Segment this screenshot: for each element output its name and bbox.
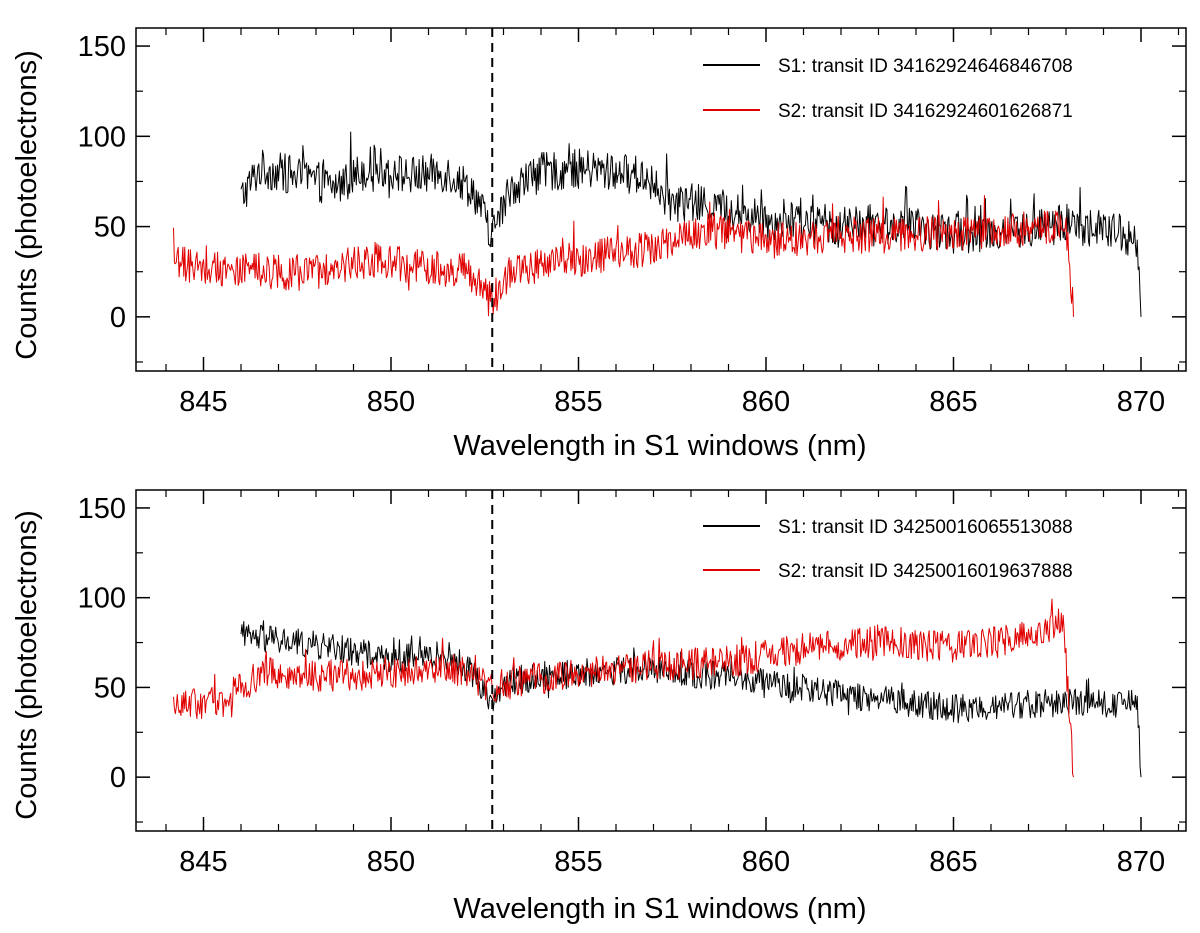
top-legend-s1-label: S1: transit ID 34162924646846708 — [778, 56, 1073, 77]
x-tick-label: 855 — [554, 386, 602, 418]
bottom-legend-s2-label: S2: transit ID 34250016019637888 — [778, 561, 1073, 582]
bottom-legend: S1: transit ID 34250016065513088 S2: tra… — [703, 517, 1073, 582]
plot-frame — [135, 489, 1187, 832]
y-tick-label: 0 — [110, 762, 126, 794]
x-tick-label: 845 — [179, 846, 227, 878]
y-tick-label: 150 — [78, 31, 126, 63]
top-x-axis-title: Wavelength in S1 windows (nm) — [453, 430, 866, 462]
x-tick-label: 865 — [929, 846, 977, 878]
x-tick-label: 865 — [929, 386, 977, 418]
y-tick-label: 150 — [78, 493, 126, 525]
bottom-y-axis-title: Counts (photoelectrons) — [11, 510, 43, 820]
x-tick-label: 860 — [742, 386, 790, 418]
y-tick-label: 100 — [78, 121, 126, 153]
y-tick-label: 50 — [94, 212, 126, 244]
bottom-legend-s1-label: S1: transit ID 34250016065513088 — [778, 517, 1073, 538]
bottom-x-axis-title: Wavelength in S1 windows (nm) — [453, 893, 866, 925]
top-legend-s2-label: S2: transit ID 34162924601626871 — [778, 101, 1073, 122]
plot-frame — [135, 27, 1187, 372]
x-tick-label: 870 — [1117, 846, 1165, 878]
top-y-axis-title: Counts (photoelectrons) — [11, 50, 43, 360]
x-tick-label: 850 — [367, 386, 415, 418]
top-spectrum-panel: Counts (photoelectrons) Wavelength in S1… — [11, 27, 1187, 462]
series-s2-line — [173, 598, 1074, 778]
y-tick-label: 100 — [78, 583, 126, 615]
x-tick-label: 850 — [367, 846, 415, 878]
x-tick-label: 860 — [742, 846, 790, 878]
series-s1-line — [240, 131, 1142, 317]
series-s2-line — [173, 195, 1074, 317]
bottom-spectrum-panel: Counts (photoelectrons) Wavelength in S1… — [11, 489, 1187, 925]
top-legend: S1: transit ID 34162924646846708 S2: tra… — [703, 56, 1073, 122]
x-tick-label: 870 — [1117, 386, 1165, 418]
x-tick-label: 855 — [554, 846, 602, 878]
y-tick-label: 50 — [94, 672, 126, 704]
x-tick-label: 845 — [179, 386, 227, 418]
y-tick-label: 0 — [110, 302, 126, 334]
